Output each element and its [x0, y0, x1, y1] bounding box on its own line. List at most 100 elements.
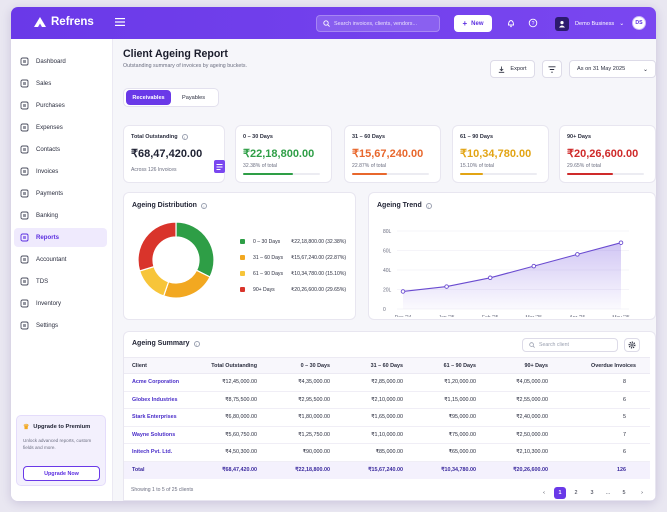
- tab-payables[interactable]: Payables: [181, 94, 205, 101]
- trend-point[interactable]: [575, 252, 580, 257]
- table-row[interactable]: Initech Pvt. Ltd. ₹4,50,300.00 ₹90,000.00 ₹…: [124, 443, 650, 462]
- table-row[interactable]: Acme Corporation ₹12,45,000.00 ₹4,35,000.0…: [124, 373, 650, 392]
- client-name-link[interactable]: Initech Pvt. Ltd.: [124, 443, 194, 462]
- table-settings-button[interactable]: [624, 338, 640, 352]
- bucket-card: 0 – 30 Days ₹22,18,800.00 32.38% of total: [235, 125, 332, 183]
- page-number-button[interactable]: 2: [574, 490, 578, 496]
- trend-point[interactable]: [400, 289, 406, 294]
- export-button[interactable]: Export: [490, 60, 535, 78]
- donut-slice[interactable]: [137, 221, 177, 272]
- column-header[interactable]: Overdue Invoices: [558, 357, 650, 374]
- legend-value: ₹22,18,800.00 (32.38%): [291, 238, 347, 245]
- donut-slice[interactable]: [162, 269, 211, 299]
- main-content: Client Ageing Report Outstanding summary…: [113, 39, 656, 501]
- info-icon[interactable]: i: [181, 134, 188, 140]
- date-selector[interactable]: As on 31 May 2025 ⌄: [569, 60, 656, 78]
- ageing-distribution-card: Ageing Distribution i 0 – 30 Days ₹22,18,8…: [123, 192, 356, 320]
- global-search-input[interactable]: Search invoices, clients, vendors...: [316, 15, 440, 32]
- legend-label: 0 – 30 Days: [253, 238, 281, 245]
- info-icon[interactable]: i: [193, 340, 200, 347]
- business-switcher[interactable]: Demo Business ⌄ DS: [555, 15, 646, 32]
- next-page-icon[interactable]: ›: [641, 490, 643, 496]
- help-icon[interactable]: ?: [528, 18, 538, 28]
- sidebar-item-label: Expenses: [36, 124, 63, 131]
- donut-slice[interactable]: [175, 221, 215, 278]
- page-number-button[interactable]: 5: [622, 490, 626, 496]
- sidebar-item-dashboard[interactable]: Dashboard: [14, 52, 107, 71]
- column-header[interactable]: Total Outstanding: [194, 357, 267, 374]
- column-header[interactable]: 90+ Days: [486, 357, 558, 374]
- hamburger-menu-icon[interactable]: [115, 18, 125, 26]
- brand-logo[interactable]: Refrens: [33, 16, 94, 28]
- x-tick-label: Apr '25: [570, 315, 586, 317]
- client-name-link[interactable]: Wayne Solutions: [124, 426, 194, 444]
- svg-text:?: ?: [532, 21, 535, 27]
- bucket-card: 90+ Days ₹20,26,600.00 29.65% of total: [559, 125, 656, 183]
- global-search-placeholder: Search invoices, clients, vendors...: [334, 20, 417, 27]
- table-row[interactable]: Wayne Solutions ₹5,60,750.00 ₹1,25,750.00 ₹…: [124, 426, 650, 444]
- column-header[interactable]: 31 – 60 Days: [340, 357, 413, 374]
- table-cell: ₹85,000.00: [340, 443, 413, 462]
- legend-swatch: [240, 255, 245, 260]
- pagination-summary: Showing 1 to 5 of 25 clients: [131, 487, 194, 493]
- table-cell: ₹2,55,000.00: [486, 391, 558, 409]
- column-header[interactable]: Client: [124, 357, 194, 374]
- bucket-progress-bar: [243, 173, 320, 175]
- trend-point[interactable]: [444, 284, 449, 289]
- table-row[interactable]: Globex Industries ₹8,75,500.00 ₹2,95,500.0…: [124, 391, 650, 409]
- client-name-link[interactable]: Acme Corporation: [124, 373, 194, 392]
- info-icon[interactable]: i: [425, 202, 432, 209]
- client-search-input[interactable]: Search client: [522, 338, 618, 352]
- x-tick-label: Mar '25: [526, 315, 543, 317]
- avatar[interactable]: DS: [632, 16, 646, 30]
- trend-point[interactable]: [531, 263, 537, 269]
- sidebar-item-settings[interactable]: Settings: [14, 316, 107, 335]
- page-number-button[interactable]: 1: [554, 487, 566, 499]
- total-cell: ₹22,18,800.00: [267, 461, 340, 479]
- bucket-card: 61 – 90 Days ₹10,34,780.00 15.10% of total: [452, 125, 549, 183]
- sidebar-item-sales[interactable]: Sales: [14, 74, 107, 93]
- sidebar-item-banking[interactable]: Banking: [14, 206, 107, 225]
- donut-slice[interactable]: [138, 265, 170, 297]
- sidebar-item-tds[interactable]: TDS: [14, 272, 107, 291]
- ageing-distribution-title: Ageing Distribution: [132, 202, 197, 209]
- page-number-button[interactable]: 3: [590, 490, 594, 496]
- bucket-progress-fill: [243, 173, 293, 175]
- ageing-trend-title: Ageing Trend: [377, 202, 422, 209]
- trend-point[interactable]: [618, 240, 624, 245]
- table-cell: ₹2,85,000.00: [340, 373, 413, 392]
- y-tick-label: 40L: [383, 268, 392, 274]
- filter-button[interactable]: [542, 60, 562, 78]
- page-number-button[interactable]: ...: [605, 490, 611, 496]
- trend-point[interactable]: [487, 275, 493, 281]
- sidebar-item-reports[interactable]: Reports: [14, 228, 107, 247]
- column-header[interactable]: 0 – 30 Days: [267, 357, 340, 374]
- sidebar-item-purchases[interactable]: Purchases: [14, 96, 107, 115]
- sidebar-item-contacts[interactable]: Contacts: [14, 140, 107, 159]
- tab-receivables[interactable]: Receivables: [126, 90, 171, 105]
- client-name-link[interactable]: Stark Enterprises: [124, 408, 194, 427]
- sidebar-item-expenses[interactable]: Expenses: [14, 118, 107, 137]
- client-name-link[interactable]: Globex Industries: [124, 391, 194, 409]
- table-row[interactable]: Stark Enterprises ₹6,80,000.00 ₹1,80,000.0…: [124, 408, 650, 427]
- reports-icon: [20, 233, 29, 242]
- info-icon[interactable]: i: [200, 202, 207, 209]
- y-tick-label: 60L: [383, 249, 392, 255]
- sidebar-item-accountant[interactable]: Accountant: [14, 250, 107, 269]
- total-cell: ₹20,26,600.00: [486, 461, 558, 479]
- upgrade-now-button[interactable]: Upgrade Now: [23, 466, 100, 481]
- x-tick-label: May '25: [612, 315, 630, 317]
- table-cell: ₹4,50,300.00: [194, 443, 267, 462]
- bucket-card: 31 – 60 Days ₹15,67,240.00 22.87% of total: [344, 125, 441, 183]
- sidebar-item-label: Accountant: [36, 256, 67, 263]
- bell-icon[interactable]: [506, 18, 516, 28]
- sidebar-item-inventory[interactable]: Inventory: [14, 294, 107, 313]
- new-button[interactable]: + New: [454, 15, 492, 32]
- bucket-progress-bar: [460, 173, 537, 175]
- sidebar-item-invoices[interactable]: Invoices: [14, 162, 107, 181]
- sidebar-item-payments[interactable]: Payments: [14, 184, 107, 203]
- column-header[interactable]: 61 – 90 Days: [413, 357, 486, 374]
- legend-swatch: [240, 271, 245, 276]
- prev-page-icon[interactable]: ‹: [543, 490, 545, 496]
- bucket-progress-fill: [567, 173, 613, 175]
